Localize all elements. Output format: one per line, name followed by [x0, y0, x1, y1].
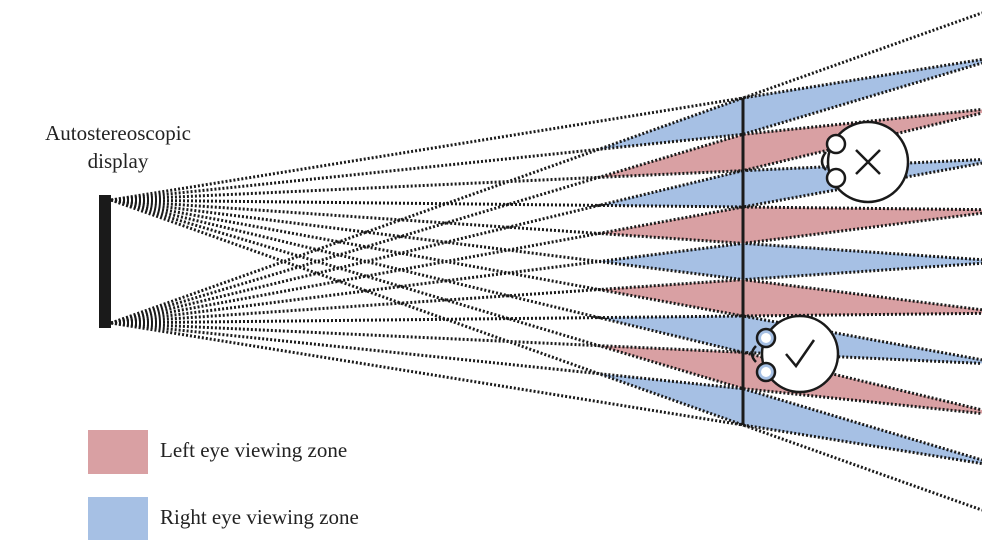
ray: [110, 111, 982, 325]
viewing-zone: [598, 59, 982, 150]
ray: [110, 198, 982, 462]
ray: [110, 321, 982, 365]
ray: [110, 61, 982, 325]
display: [99, 195, 111, 328]
legend-swatch: [88, 430, 148, 474]
ray: [110, 311, 982, 325]
ray: [110, 198, 982, 412]
ray: [110, 57, 982, 202]
legend-label: Right eye viewing zone: [160, 505, 359, 529]
viewing-zones: [598, 59, 982, 464]
rays: [110, 11, 982, 512]
display-label: display: [88, 149, 149, 173]
ray: [110, 158, 982, 202]
head-wrong: [820, 120, 910, 204]
viewing-zone: [598, 243, 982, 280]
ray: [110, 321, 982, 466]
ray: [110, 261, 982, 325]
head-correct: [750, 314, 840, 394]
ray: [110, 161, 982, 325]
viewing-zone: [598, 373, 982, 464]
ray: [110, 198, 982, 362]
legend-swatch: [88, 497, 148, 540]
display-label: Autostereoscopic: [45, 121, 191, 145]
ray: [110, 198, 982, 212]
legend-label: Left eye viewing zone: [160, 438, 347, 462]
ray: [110, 198, 982, 262]
ray: [110, 321, 982, 415]
ray: [110, 108, 982, 202]
